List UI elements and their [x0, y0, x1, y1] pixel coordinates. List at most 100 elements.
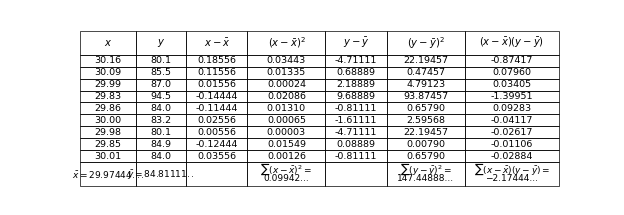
Bar [248, 79, 325, 91]
Text: 30.00: 30.00 [95, 116, 122, 125]
Bar [186, 55, 248, 67]
Text: 9.68889: 9.68889 [336, 92, 376, 101]
Text: 29.98: 29.98 [95, 128, 122, 137]
Text: 2.18889: 2.18889 [336, 80, 376, 89]
Bar [464, 138, 559, 150]
Text: $\sum(x-\bar{x})(y-\bar{y})=$: $\sum(x-\bar{x})(y-\bar{y})=$ [474, 162, 550, 177]
Text: 29.83: 29.83 [95, 92, 122, 101]
Bar [136, 126, 186, 138]
Bar [387, 150, 464, 162]
Text: -0.87417: -0.87417 [490, 56, 533, 65]
Bar [186, 150, 248, 162]
Bar [325, 55, 387, 67]
Bar [136, 91, 186, 103]
Text: -0.12444: -0.12444 [195, 140, 238, 149]
Text: 0.18556: 0.18556 [197, 56, 236, 65]
Text: 94.5: 94.5 [150, 92, 172, 101]
Bar [80, 91, 136, 103]
Text: -1.61111: -1.61111 [335, 116, 377, 125]
Text: 0.01310: 0.01310 [267, 104, 306, 113]
Bar [325, 126, 387, 138]
Bar [186, 126, 248, 138]
Bar [464, 126, 559, 138]
Bar [387, 67, 464, 79]
Bar [80, 67, 136, 79]
Bar [387, 162, 464, 186]
Text: 29.86: 29.86 [95, 104, 122, 113]
Bar [186, 103, 248, 114]
Text: -4.71111: -4.71111 [335, 56, 377, 65]
Bar [464, 103, 559, 114]
Bar [325, 162, 387, 186]
Text: -0.81111: -0.81111 [335, 104, 377, 113]
Bar [464, 114, 559, 126]
Text: -0.04117: -0.04117 [490, 116, 533, 125]
Bar [80, 150, 136, 162]
Text: $y-\bar{y}$: $y-\bar{y}$ [343, 36, 369, 50]
Text: 83.2: 83.2 [150, 116, 172, 125]
Bar [248, 91, 325, 103]
Text: 30.09: 30.09 [95, 68, 122, 77]
Text: -0.11444: -0.11444 [195, 104, 238, 113]
Text: 0.00024: 0.00024 [267, 80, 306, 89]
Text: 0.47457: 0.47457 [406, 68, 445, 77]
Text: -0.14444: -0.14444 [195, 92, 238, 101]
Bar [186, 79, 248, 91]
Bar [248, 114, 325, 126]
Bar [325, 31, 387, 55]
Bar [136, 31, 186, 55]
Bar [387, 91, 464, 103]
Bar [464, 91, 559, 103]
Text: 22.19457: 22.19457 [403, 128, 448, 137]
Bar [136, 138, 186, 150]
Bar [464, 67, 559, 79]
Bar [248, 150, 325, 162]
Bar [325, 114, 387, 126]
Text: 0.09942...: 0.09942... [263, 174, 310, 183]
Bar [186, 91, 248, 103]
Text: 87.0: 87.0 [150, 80, 172, 89]
Bar [186, 67, 248, 79]
Bar [136, 79, 186, 91]
Text: 0.09283: 0.09283 [492, 104, 532, 113]
Bar [80, 162, 136, 186]
Text: 0.11556: 0.11556 [197, 68, 236, 77]
Bar [325, 79, 387, 91]
Text: 0.00556: 0.00556 [197, 128, 236, 137]
Bar [80, 138, 136, 150]
Bar [80, 55, 136, 67]
Text: $x-\bar{x}$: $x-\bar{x}$ [203, 37, 230, 49]
Text: $(x-\bar{x})^{2}$: $(x-\bar{x})^{2}$ [268, 35, 305, 50]
Bar [80, 114, 136, 126]
Text: 29.85: 29.85 [95, 140, 122, 149]
Text: $\sum(x-\bar{x})^{2}=$: $\sum(x-\bar{x})^{2}=$ [260, 162, 313, 177]
Text: 84.9: 84.9 [150, 140, 172, 149]
Text: 0.65790: 0.65790 [406, 152, 445, 161]
Text: 22.19457: 22.19457 [403, 56, 448, 65]
Bar [248, 55, 325, 67]
Text: -0.02884: -0.02884 [490, 152, 533, 161]
Bar [80, 31, 136, 55]
Text: 84.0: 84.0 [150, 104, 172, 113]
Text: 0.01556: 0.01556 [197, 80, 236, 89]
Bar [387, 103, 464, 114]
Text: $y$: $y$ [157, 37, 165, 49]
Text: 0.01335: 0.01335 [267, 68, 306, 77]
Text: 0.68889: 0.68889 [336, 68, 376, 77]
Bar [464, 79, 559, 91]
Text: 85.5: 85.5 [150, 68, 172, 77]
Bar [186, 114, 248, 126]
Bar [136, 67, 186, 79]
Bar [325, 91, 387, 103]
Text: 0.08889: 0.08889 [336, 140, 376, 149]
Bar [248, 138, 325, 150]
Bar [387, 126, 464, 138]
Text: 80.1: 80.1 [150, 56, 172, 65]
Bar [387, 31, 464, 55]
Text: 30.01: 30.01 [95, 152, 122, 161]
Text: 84.0: 84.0 [150, 152, 172, 161]
Text: 0.00003: 0.00003 [267, 128, 306, 137]
Text: 4.79123: 4.79123 [406, 80, 445, 89]
Text: -0.02617: -0.02617 [490, 128, 533, 137]
Text: 30.16: 30.16 [95, 56, 122, 65]
